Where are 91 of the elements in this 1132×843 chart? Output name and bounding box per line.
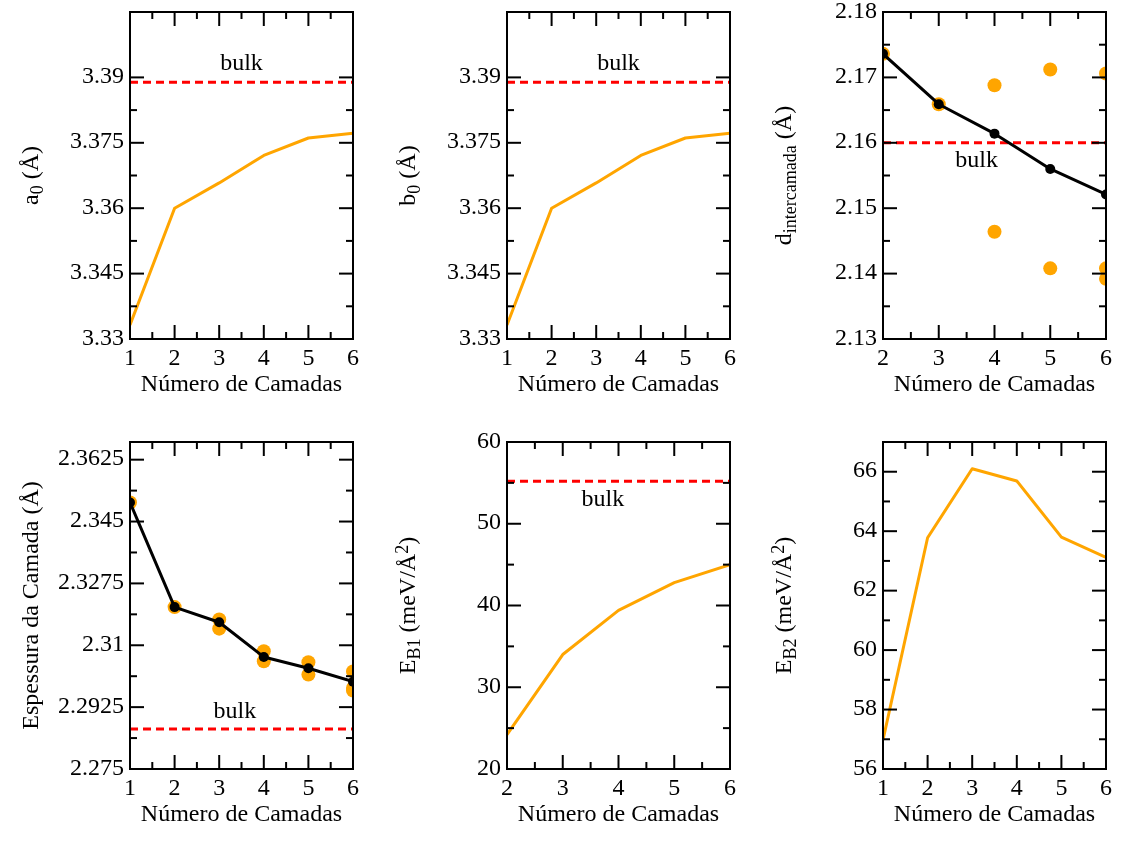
x-tick-label: 1	[501, 344, 513, 370]
x-axis-title: Número de Camadas	[517, 370, 720, 396]
x-tick-label: 5	[668, 774, 681, 800]
x-tick-label: 3	[966, 774, 979, 800]
x-tick-label: 3	[590, 344, 603, 370]
ref-line-label: bulk	[597, 48, 640, 75]
point	[1045, 163, 1056, 174]
y-tick-label: 58	[853, 694, 877, 721]
x-tick-label: 3	[213, 774, 226, 800]
y-tick-label: 60	[477, 426, 501, 453]
y-tick-label: 2.18	[835, 0, 877, 23]
x-tick-label: 2	[545, 344, 558, 370]
x-tick-label: 5	[679, 344, 692, 370]
y-tick-label: 64	[853, 515, 877, 542]
y-tick-label: 2.31	[82, 629, 124, 656]
y-tick-label: 2.3625	[58, 444, 124, 471]
x-tick-label: 4	[634, 344, 647, 370]
ref-line-label: bulk	[955, 146, 998, 173]
x-tick-label: 1	[124, 344, 136, 370]
y-tick-label: 2.275	[70, 753, 124, 780]
x-tick-label: 3	[932, 344, 945, 370]
y-tick-label: 2.345	[70, 506, 124, 533]
ref-line-label: bulk	[213, 696, 257, 723]
y-tick-label: 3.36	[82, 192, 124, 219]
ref-line-label: bulk	[581, 484, 625, 511]
line-series	[507, 563, 730, 737]
point	[1043, 261, 1058, 276]
x-tick-label: 1	[877, 774, 889, 800]
line-series	[507, 131, 730, 327]
y-tick-label: 2.13	[835, 323, 877, 350]
y-tick-label: 3.345	[70, 258, 124, 285]
x-tick-label: 2	[921, 774, 934, 800]
x-tick-label: 4	[1010, 774, 1023, 800]
point	[987, 224, 1002, 239]
x-tick-label: 2	[501, 774, 513, 800]
x-tick-label: 1	[124, 774, 136, 800]
y-tick-label: 2.2925	[58, 691, 124, 718]
y-tick-label: 2.15	[835, 192, 877, 219]
y-tick-label: 3.375	[447, 127, 501, 154]
line-series	[130, 131, 353, 327]
x-tick-label: 2	[877, 344, 889, 370]
y-tick-label: 56	[853, 753, 877, 780]
x-tick-label: 6	[724, 344, 736, 370]
y-tick-label: 2.16	[835, 127, 877, 154]
x-tick-label: 2	[168, 774, 181, 800]
y-tick-label: 50	[477, 508, 501, 535]
point	[987, 78, 1002, 93]
ref-line-label: bulk	[220, 48, 263, 75]
y-tick-label: 2.17	[835, 61, 877, 88]
y-tick-label: 2.3275	[58, 567, 124, 594]
x-tick-label: 6	[1100, 774, 1112, 800]
y-tick-label: 3.375	[70, 127, 124, 154]
y-tick-label: 30	[477, 671, 501, 698]
y-tick-label: 60	[853, 634, 877, 661]
x-tick-label: 5	[1044, 344, 1057, 370]
y-tick-label: 3.33	[459, 323, 501, 350]
y-axis-title: Espessura da Camada (Å)	[17, 481, 43, 730]
x-axis-title: Número de Camadas	[893, 370, 1096, 396]
y-tick-label: 3.345	[447, 258, 501, 285]
x-axis-title: Número de Camadas	[140, 370, 343, 396]
x-tick-label: 5	[302, 774, 315, 800]
point	[303, 663, 314, 674]
x-tick-label: 2	[168, 344, 181, 370]
point	[989, 128, 1000, 139]
x-axis-title: Número de Camadas	[893, 800, 1096, 826]
x-tick-label: 4	[612, 774, 625, 800]
y-tick-label: 62	[853, 575, 877, 602]
y-tick-label: 3.39	[82, 61, 124, 88]
x-tick-label: 6	[347, 774, 359, 800]
x-tick-label: 6	[1100, 344, 1112, 370]
y-tick-label: 3.36	[459, 192, 501, 219]
x-tick-label: 6	[347, 344, 359, 370]
x-axis-title: Número de Camadas	[140, 800, 343, 826]
x-tick-label: 4	[257, 774, 270, 800]
x-tick-label: 4	[988, 344, 1001, 370]
point	[258, 651, 269, 662]
x-tick-label: 3	[556, 774, 569, 800]
x-tick-label: 5	[302, 344, 315, 370]
y-tick-label: 2.14	[835, 258, 877, 285]
y-tick-label: 40	[477, 590, 501, 617]
y-tick-label: 66	[853, 456, 877, 483]
x-tick-label: 6	[724, 774, 736, 800]
x-axis-title: Número de Camadas	[517, 800, 720, 826]
x-tick-label: 3	[213, 344, 226, 370]
y-tick-label: 20	[477, 753, 501, 780]
point	[1043, 62, 1058, 77]
y-tick-label: 3.33	[82, 323, 124, 350]
point	[214, 617, 225, 628]
x-tick-label: 4	[257, 344, 270, 370]
x-tick-label: 5	[1055, 774, 1068, 800]
y-tick-label: 3.39	[459, 61, 501, 88]
